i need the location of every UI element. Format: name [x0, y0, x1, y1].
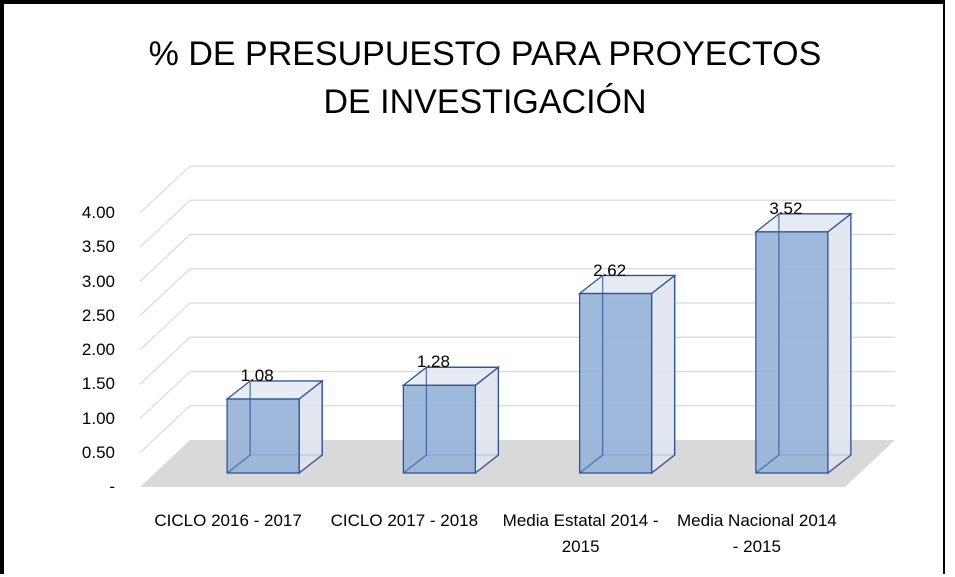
- y-tick-label: 2.50: [81, 305, 115, 325]
- value-label: 3.52: [769, 198, 803, 218]
- grid-line: [139, 199, 895, 248]
- y-tick-label: 4.00: [81, 203, 115, 222]
- floor: [140, 440, 895, 487]
- x-tick-label: CICLO 2017 - 2018: [330, 511, 479, 530]
- grid-line: [139, 268, 895, 317]
- x-tick-label: CICLO 2016 - 2017: [154, 511, 302, 530]
- bar: [755, 231, 829, 474]
- x-tick-label: Media Estatal 2014 - 2015: [502, 511, 659, 556]
- bar: [226, 398, 300, 474]
- y-tick-label: 2.00: [81, 340, 115, 359]
- y-tick-label: 3.00: [81, 271, 115, 291]
- grid-line: [139, 165, 895, 214]
- y-tick-label: -: [109, 477, 115, 496]
- bar: [402, 384, 477, 474]
- value-label: 2.62: [593, 260, 627, 280]
- bar-edge: [579, 275, 604, 474]
- bar: [578, 292, 653, 474]
- y-tick-label: 1.00: [81, 408, 115, 428]
- value-label: 1.08: [240, 366, 274, 386]
- bar-edge: [226, 381, 251, 474]
- bar-side: [650, 274, 676, 475]
- bar-edge: [402, 367, 428, 474]
- bar-side: [827, 212, 852, 475]
- y-tick-label: 1.50: [81, 374, 115, 394]
- x-tick-label: Media Nacional 2014 - 2015: [677, 511, 837, 556]
- value-label: 1.28: [416, 352, 450, 372]
- grid-line: [139, 233, 895, 282]
- chart-title: % DE PRESUPUESTO PARA PROYECTOS DE INVES…: [148, 35, 822, 121]
- y-tick-label: 3.50: [81, 237, 115, 257]
- bar-edge: [755, 213, 780, 474]
- y-tick-label: 0.50: [81, 442, 115, 462]
